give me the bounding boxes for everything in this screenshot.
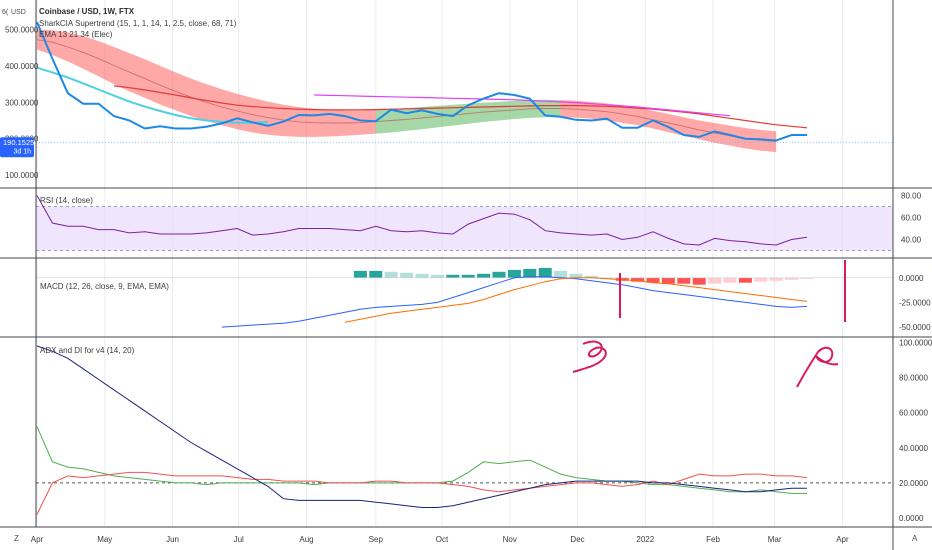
chart-header: 6( USD Coinbase / USD, 1W, FTX SharkCIA …	[2, 7, 237, 39]
macd-histogram-bar	[754, 277, 768, 282]
indicator-ema-label: EMA 13 21 34 (Elec)	[39, 30, 113, 39]
macd-histogram-bar	[492, 271, 506, 278]
macd-histogram-bar	[538, 267, 552, 278]
time-axis-auto-button[interactable]: A	[912, 534, 918, 543]
annotation-right: P	[796, 260, 846, 388]
indicator-supertrend-label: SharkCIA Supertrend (15, 1, 1, 14, 1, 2.…	[39, 19, 237, 28]
macd-title: MACD (12, 26, close, 9, EMA, EMA)	[40, 282, 169, 291]
time-axis-label: 2022	[636, 535, 654, 544]
macd-histogram-bar	[430, 274, 444, 278]
time-axis-label: Nov	[503, 535, 517, 544]
symbol-line: Coinbase / USD, 1W, FTX	[39, 7, 135, 16]
macd-histogram-bar	[646, 277, 660, 283]
annotation-left: X	[572, 273, 621, 373]
price-y-tick: 100.0000	[5, 171, 39, 180]
price-tag-countdown: 3d 1h	[13, 148, 31, 155]
macd-histogram-bar	[600, 277, 614, 279]
adx-line	[36, 345, 807, 508]
time-axis-label: Jul	[234, 535, 244, 544]
macd-histogram	[353, 267, 814, 285]
macd-histogram-bar	[507, 269, 521, 278]
macd-histogram-bar	[554, 270, 568, 278]
time-axis-label: Feb	[706, 535, 720, 544]
time-axis: Apr May Jun Jul Aug Sep Oct Nov Dec 2022 Feb Mar Apr	[31, 535, 849, 544]
macd-histogram-bar	[738, 277, 752, 283]
rsi-title: RSI (14, close)	[40, 196, 93, 205]
price-tag: 190.1525 3d 1h	[0, 137, 34, 158]
time-axis-label: Aug	[299, 535, 313, 544]
macd-histogram-bar	[523, 268, 537, 278]
adx-y-tick: 40.0000	[899, 444, 928, 453]
adx-title: ADX and DI for v4 (14, 20)	[40, 346, 135, 355]
macd-histogram-bar	[661, 277, 675, 284]
adx-y-axis: 100.0000 80.0000 60.0000 40.0000 20.0000 0.00…	[899, 339, 932, 523]
time-axis-label: Sep	[369, 535, 384, 544]
annotation-left-mark	[572, 340, 607, 373]
rsi-y-tick: 60.00	[901, 214, 922, 223]
ema-magenta-line	[314, 94, 731, 117]
macd-y-tick: -25.0000	[899, 298, 931, 307]
macd-histogram-bar	[415, 273, 429, 278]
time-axis-label: Apr	[836, 535, 849, 544]
time-axis-label: Apr	[31, 535, 44, 544]
header-corner-digit: 6(	[2, 9, 9, 16]
rsi-y-tick: 40.00	[901, 236, 922, 245]
macd-y-axis: 0.0000 -25.0000 -50.0000	[899, 274, 931, 332]
macd-histogram-bar	[800, 277, 814, 279]
price-tag-box	[0, 137, 34, 158]
ema-red-line	[113, 85, 808, 129]
macd-y-tick: 0.0000	[899, 274, 924, 283]
time-axis-label: Oct	[436, 535, 449, 544]
rsi-line	[36, 195, 808, 246]
macd-histogram-bar	[677, 277, 691, 284]
macd-signal-line	[344, 277, 808, 323]
macd-histogram-bar	[584, 275, 598, 278]
di-minus-line	[36, 471, 808, 515]
macd-histogram-bar	[369, 270, 383, 278]
time-axis-label: Jun	[166, 535, 179, 544]
time-axis-label: Mar	[768, 535, 782, 544]
adx-y-tick: 0.0000	[899, 514, 924, 523]
adx-y-tick: 100.0000	[899, 339, 932, 348]
adx-y-tick: 20.0000	[899, 479, 928, 488]
rsi-band	[36, 206, 893, 251]
price-line	[36, 21, 807, 142]
macd-histogram-bar	[461, 274, 475, 278]
ema-cyan-line	[36, 66, 269, 124]
annotation-right-mark	[796, 346, 839, 388]
price-y-tick: 300.0000	[5, 98, 39, 107]
adx-y-tick: 60.0000	[899, 409, 928, 418]
price-y-tick: 500.0000	[5, 25, 39, 34]
macd-histogram-bar	[708, 277, 722, 284]
macd-histogram-bar	[723, 277, 737, 283]
macd-histogram-bar	[692, 277, 706, 285]
macd-histogram-bar	[353, 270, 367, 278]
time-axis-label: May	[97, 535, 112, 544]
rsi-y-tick: 80.00	[901, 192, 922, 201]
macd-histogram-bar	[769, 277, 783, 281]
price-tag-value: 190.1525	[3, 138, 34, 147]
macd-histogram-bar	[477, 273, 491, 278]
rsi-y-axis: 80.00 60.00 40.00	[901, 192, 922, 245]
price-y-tick: 400.0000	[5, 62, 39, 71]
macd-histogram-bar	[446, 274, 460, 278]
macd-line	[221, 276, 808, 328]
adx-y-tick: 80.0000	[899, 374, 928, 383]
macd-histogram-bar	[785, 277, 799, 280]
time-axis-label: Dec	[570, 535, 584, 544]
macd-histogram-bar	[400, 272, 414, 278]
macd-histogram-bar	[631, 277, 645, 282]
time-axis-left-button[interactable]: Z	[14, 534, 19, 543]
macd-y-tick: -50.0000	[899, 323, 931, 332]
currency-label: USD	[11, 9, 26, 16]
macd-histogram-bar	[569, 273, 583, 278]
supertrend-band-segment	[37, 29, 376, 137]
macd-histogram-bar	[384, 271, 398, 278]
